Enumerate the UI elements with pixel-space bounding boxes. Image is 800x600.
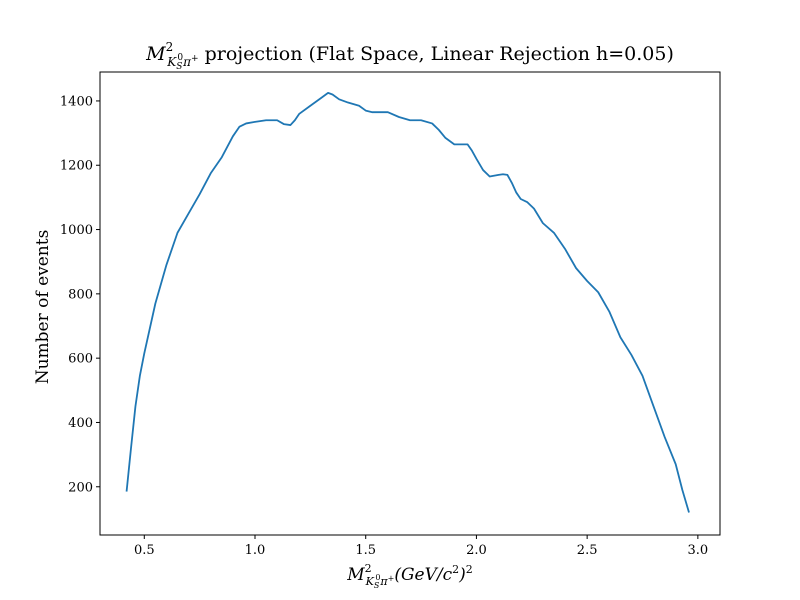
y-tick-label: 1000 [60,223,93,238]
title-math-sup: 2 [166,40,174,54]
x-tick-label: 1.0 [245,543,266,558]
y-axis-label: Number of events [33,230,53,385]
axes-frame [99,71,721,536]
y-tick-label: 1200 [60,159,93,174]
y-tick-label: 200 [68,480,93,495]
y-tick-label: 400 [68,416,93,431]
plot-area: 0.5 1.0 1.5 2.0 2.5 3.0 200 400 600 800 1000 1200 14… [60,71,721,558]
x-tick-label: 3.0 [688,543,709,558]
x-axis-label: M2 KS0π+(GeV/c2)2 [346,562,473,590]
xlabel-math-sub-zero: 0 [375,573,380,582]
title-math-sub-main: K [166,55,177,69]
xlabel-unit-sup: 2 [452,563,459,576]
x-tick-label: 2.0 [466,543,487,558]
xlabel-unit: (GeV/c [394,565,452,585]
title-math-sub-s: S [176,62,182,72]
title-math-sub-pi: π [182,55,192,69]
title-math-sub-plus: + [191,54,199,64]
y-tick-label: 600 [68,352,93,367]
series-line [125,92,690,513]
title-text: projection (Flat Space, Linear Rejection… [199,43,674,65]
xlabel-unit-close-sup: 2 [466,563,473,576]
xlabel-math-sub-s: S [374,581,380,590]
x-tick-label: 2.5 [577,543,598,558]
x-tick-label: 1.5 [355,543,376,558]
x-tick-label: 0.5 [134,543,155,558]
y-tick-label: 1400 [60,94,93,109]
xlabel-math-sub-main: K [365,575,375,588]
title-math-sub-zero: 0 [177,53,183,63]
xlabel-math-sub-plus: + [388,574,395,583]
xlabel-math-sub-pi: π [379,575,388,588]
xlabel-math-base: M [346,565,365,585]
title-math-base: M [145,43,166,65]
y-tick-label: 800 [68,287,93,302]
chart-title: M2 KS0π+ projection (Flat Space, Linear R… [145,40,674,72]
xlabel-math-sup: 2 [365,562,372,575]
xlabel-unit-close: ) [458,565,466,585]
